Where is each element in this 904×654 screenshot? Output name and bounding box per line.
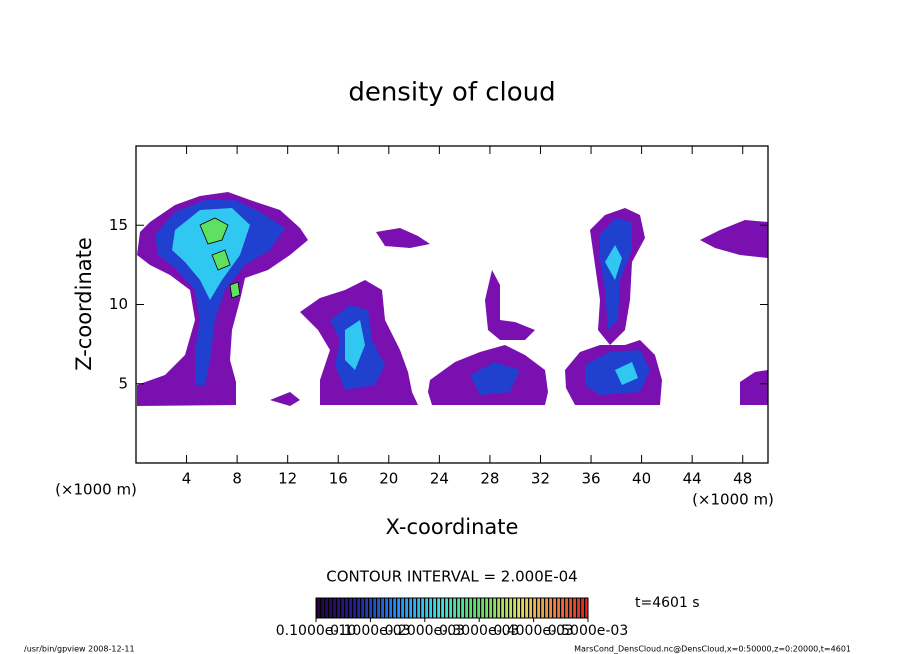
y-tick-label: 15 bbox=[109, 216, 128, 234]
colorbar-frame bbox=[315, 597, 589, 619]
x-axis-label: X-coordinate bbox=[386, 515, 519, 539]
x-tick-label: 44 bbox=[683, 470, 702, 488]
contour-cyan bbox=[172, 208, 638, 385]
footer-left: /usr/bin/gpview 2008-12-11 bbox=[24, 645, 135, 654]
chart-title: density of cloud bbox=[348, 78, 555, 108]
cloud-field bbox=[137, 192, 768, 406]
x-tick-label: 16 bbox=[329, 470, 348, 488]
colorbar-tick-label: 0.1000e-10 bbox=[276, 623, 356, 639]
colorbar-lines bbox=[316, 598, 588, 618]
x-tick-label: 32 bbox=[531, 470, 550, 488]
footer-right: MarsCond_DensCloud.nc@DensCloud,x=0:5000… bbox=[574, 645, 851, 654]
y-tick-label: 10 bbox=[109, 295, 128, 313]
x-tick-label: 28 bbox=[480, 470, 499, 488]
x-tick-label: 20 bbox=[379, 470, 398, 488]
y-tick-label: 5 bbox=[118, 374, 128, 392]
y-unit: (×1000 m) bbox=[55, 481, 137, 499]
colorbar-tick-label: 0.3000e-03 bbox=[439, 623, 519, 639]
colorbar-tick-label: 0.2000e-03 bbox=[385, 623, 465, 639]
x-unit: (×1000 m) bbox=[692, 491, 774, 509]
contour-green bbox=[199, 217, 241, 299]
colorbar-tick-label: 0.5000e-03 bbox=[548, 623, 628, 639]
x-tick-label: 40 bbox=[632, 470, 651, 488]
x-tick-label: 4 bbox=[182, 470, 192, 488]
colorbar-tick-label: 0.4000e-03 bbox=[493, 623, 573, 639]
x-tick-label: 24 bbox=[430, 470, 449, 488]
contour-interval: CONTOUR INTERVAL = 2.000E-04 bbox=[326, 568, 577, 586]
y-axis-label: Z-coordinate bbox=[72, 237, 96, 371]
x-tick-label: 12 bbox=[278, 470, 297, 488]
x-tick-label: 8 bbox=[232, 470, 242, 488]
time-label: t=4601 s bbox=[635, 595, 700, 611]
colorbar-tick-label: 0.1000e-03 bbox=[330, 623, 410, 639]
x-tick-label: 48 bbox=[733, 470, 752, 488]
x-tick-label: 36 bbox=[581, 470, 600, 488]
